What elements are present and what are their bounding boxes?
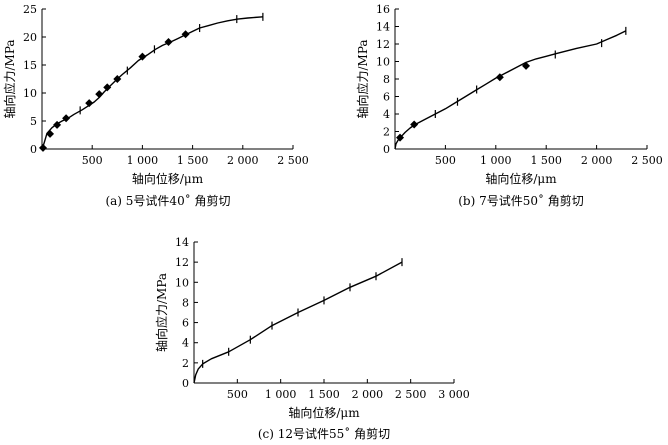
y-tick-label: 4 bbox=[182, 337, 189, 350]
x-tick-label: 1 500 bbox=[308, 388, 340, 401]
x-tick-label: 1 000 bbox=[127, 154, 159, 167]
y-tick-label: 8 bbox=[182, 296, 189, 309]
chart-c: 0 2 4 6 8 10 12 14 500 1 000 1 500 2 000 2 500 3 000 轴… bbox=[154, 236, 470, 441]
diamond-marker bbox=[95, 90, 104, 99]
y-tick-label: 2 bbox=[182, 357, 189, 370]
diamond-marker bbox=[85, 99, 94, 108]
y-tick-label: 14 bbox=[175, 236, 189, 249]
y-axis-title: 轴向应力/MPa bbox=[154, 273, 169, 352]
x-tick-label: 2 500 bbox=[277, 154, 309, 167]
y-tick-label: 12 bbox=[175, 256, 189, 269]
diamond-marker bbox=[181, 30, 190, 39]
diamond-marker bbox=[138, 52, 147, 61]
y-tick-label: 10 bbox=[175, 276, 189, 289]
diamond-marker bbox=[522, 61, 531, 70]
chart-caption: (c) 12号试件55˚ 角剪切 bbox=[258, 426, 390, 441]
diamond-marker bbox=[164, 38, 173, 47]
diamond-marker bbox=[113, 75, 122, 83]
chart-caption: (b) 7号试件50˚ 角剪切 bbox=[458, 193, 584, 208]
y-tick-label: 12 bbox=[376, 38, 390, 51]
series-line bbox=[394, 30, 627, 150]
x-tick-label: 1 000 bbox=[480, 154, 512, 167]
y-tick-label: 16 bbox=[376, 3, 390, 16]
y-tick-label: 25 bbox=[23, 3, 37, 16]
diamond-marker bbox=[495, 73, 504, 82]
diamond-marker bbox=[396, 133, 405, 142]
y-axis-title: 轴向应力/MPa bbox=[355, 39, 370, 118]
x-tick-label: 2 500 bbox=[631, 154, 663, 167]
x-tick-label: 2 000 bbox=[227, 154, 259, 167]
diamond-marker bbox=[62, 114, 71, 123]
x-tick-label: 3 000 bbox=[438, 388, 470, 401]
x-axis-title: 轴向位移/μm bbox=[288, 405, 360, 420]
y-tick-label: 2 bbox=[383, 126, 390, 139]
y-tick-label: 0 bbox=[383, 143, 390, 156]
y-tick-label: 0 bbox=[182, 377, 189, 390]
y-tick-label: 0 bbox=[30, 143, 37, 156]
y-tick-label: 4 bbox=[383, 108, 390, 121]
diamond-marker bbox=[39, 143, 48, 152]
y-tick-label: 10 bbox=[376, 56, 390, 69]
chart-a: 0 5 10 15 20 25 500 1 000 1 500 2 000 2 500 轴向位移/μm… bbox=[2, 3, 309, 208]
series-line bbox=[41, 16, 263, 150]
y-tick-label: 8 bbox=[383, 73, 390, 86]
y-tick-label: 10 bbox=[23, 87, 37, 100]
diamond-marker bbox=[103, 83, 112, 92]
x-tick-label: 2 000 bbox=[352, 388, 384, 401]
x-tick-label: 2 000 bbox=[581, 154, 613, 167]
x-tick-label: 500 bbox=[435, 154, 456, 167]
diamond-marker bbox=[410, 120, 419, 129]
diamond-marker bbox=[53, 120, 62, 129]
x-axis-title: 轴向位移/μm bbox=[485, 171, 557, 186]
chart-caption: (a) 5号试件40˚ 角剪切 bbox=[105, 193, 230, 208]
x-tick-label: 1 000 bbox=[265, 388, 297, 401]
x-axis-title: 轴向位移/μm bbox=[132, 171, 204, 186]
chart-b: 0 2 4 6 8 10 12 14 16 500 1 000 1 500 2 000 2 500 轴向位移… bbox=[355, 3, 663, 208]
y-tick-label: 20 bbox=[23, 31, 37, 44]
x-tick-label: 1 500 bbox=[530, 154, 562, 167]
x-tick-label: 2 500 bbox=[395, 388, 427, 401]
y-tick-label: 14 bbox=[376, 21, 390, 34]
x-tick-label: 500 bbox=[82, 154, 103, 167]
diamond-marker bbox=[46, 129, 55, 138]
y-tick-label: 6 bbox=[182, 317, 189, 330]
x-tick-label: 500 bbox=[227, 388, 248, 401]
y-axis-title: 轴向应力/MPa bbox=[2, 39, 17, 118]
y-tick-label: 6 bbox=[383, 91, 390, 104]
x-tick-label: 1 500 bbox=[177, 154, 209, 167]
y-tick-label: 5 bbox=[30, 115, 37, 128]
y-tick-label: 15 bbox=[23, 59, 37, 72]
